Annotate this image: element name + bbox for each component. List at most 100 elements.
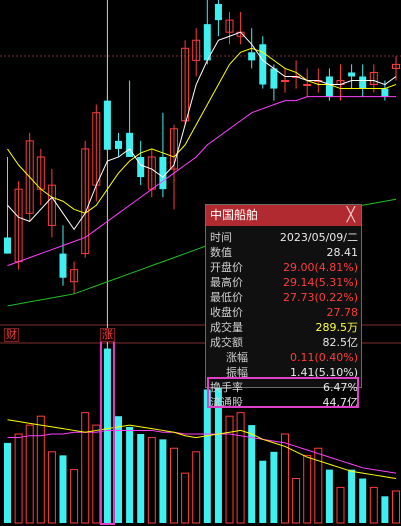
popup-row: 振幅 1.41(5.10%): [206, 365, 361, 380]
popup-row-value: 0.11(0.40%): [289, 351, 358, 364]
volume-bar: [336, 486, 345, 524]
popup-row-value: 44.7亿: [322, 396, 359, 409]
volume-bar: [147, 437, 156, 524]
volume-bar: [214, 371, 222, 523]
popup-row-label: 成交量: [210, 321, 243, 334]
volume-bar: [14, 433, 23, 524]
volume-bar: [248, 425, 256, 523]
volume-bar: [381, 496, 389, 523]
popup-row-value: 6.47%: [323, 381, 358, 394]
popup-row-label: 成交额: [210, 336, 243, 349]
volume-bar: [181, 472, 190, 524]
popup-row: 时间 2023/05/09/二: [206, 230, 361, 245]
candle-body: [259, 44, 267, 85]
candle-body: [159, 156, 167, 190]
popup-row-label: 开盘价: [210, 261, 243, 274]
volume-bar: [137, 434, 145, 523]
candle-body: [369, 71, 378, 86]
volume-bar: [36, 415, 45, 524]
candle-body: [181, 47, 190, 122]
volume-bar: [392, 490, 400, 524]
candle-body: [47, 184, 56, 226]
candle-body: [4, 237, 11, 254]
volume-bar: [281, 433, 289, 524]
volume-bar: [303, 454, 312, 524]
popup-row-value: 82.5亿: [322, 336, 359, 349]
popup-row: 成交额 82.5亿: [206, 335, 361, 350]
popup-row-label: 涨幅: [226, 351, 248, 364]
popup-header: 中国船舶 ╳: [206, 205, 361, 226]
candle-body: [281, 80, 289, 82]
candle-body: [248, 52, 256, 61]
popup-row-value: 289.5万: [315, 321, 359, 334]
volume-bar: [25, 424, 34, 524]
popup-row-value: 1.41(5.10%): [289, 366, 358, 379]
candle-body: [214, 4, 222, 21]
candle-body: [126, 132, 134, 157]
popup-row-label: 收盘价: [210, 306, 243, 319]
candle-body: [103, 100, 111, 150]
candle-body: [137, 156, 145, 178]
rise-flag[interactable]: 涨: [100, 328, 115, 342]
stock-info-popup: 中国船舶 ╳ 时间 2023/05/09/二数值 28.41 开盘价 29.00(4.8…: [205, 204, 362, 409]
volume-bar: [225, 415, 234, 524]
volume-bar: [292, 478, 301, 524]
volume-bar: [115, 416, 122, 523]
ma-line-magenta: [7, 96, 396, 267]
volume-bar: [203, 389, 211, 523]
popup-row-value: 2023/05/09/二: [279, 231, 358, 244]
volume-bar: [170, 447, 178, 524]
volume-bar: [369, 486, 378, 524]
candle-body: [359, 76, 367, 89]
popup-rows: 时间 2023/05/09/二 数值 28.41 开盘价 29.00(4.81%) 最高价 2…: [206, 226, 361, 410]
candle-body: [203, 24, 211, 61]
finance-flag[interactable]: 财: [4, 328, 19, 342]
popup-row: 涨幅 0.11(0.40%): [206, 350, 361, 365]
candle-body: [225, 19, 234, 33]
popup-row-label: 最高价: [210, 276, 243, 289]
volume-bar: [314, 447, 323, 524]
candle-body: [270, 68, 278, 89]
volume-bar: [59, 455, 67, 523]
candle-body: [392, 63, 400, 69]
popup-row: 换手率 6.47%: [206, 380, 361, 395]
volume-bar: [70, 469, 79, 524]
volume-bar: [325, 469, 333, 523]
volume-bar: [92, 424, 101, 524]
volume-bar: [259, 460, 267, 523]
volume-bar: [126, 426, 134, 523]
candle-body: [303, 84, 312, 87]
ma-line-yellow: [7, 47, 397, 214]
popup-row: 开盘价 29.00(4.81%): [206, 260, 361, 275]
volume-bar: [192, 451, 201, 524]
candle-body: [25, 140, 34, 214]
volume-bar: [159, 439, 167, 523]
popup-row: 最低价 27.73(0.22%): [206, 290, 361, 305]
popup-row-label: 数值: [210, 246, 232, 259]
candle-body: [115, 140, 122, 149]
popup-row-label: 流通股: [210, 396, 243, 409]
popup-row: 流通股 44.7亿: [206, 395, 361, 410]
popup-row: 成交量 289.5万: [206, 320, 361, 335]
candle-body: [70, 269, 79, 283]
candle-body: [348, 72, 356, 77]
volume-bar: [236, 412, 245, 524]
popup-row-label: 换手率: [210, 381, 243, 394]
popup-row-value: 28.41: [326, 246, 359, 259]
volume-bar: [348, 469, 356, 523]
popup-row: 最高价 29.14(5.31%): [206, 275, 361, 290]
highlight-box: [207, 377, 359, 408]
volume-bar: [81, 412, 90, 524]
volume-bar: [4, 442, 11, 523]
candle-body: [170, 128, 178, 170]
candle-body: [192, 39, 201, 61]
popup-row-label: 最低价: [210, 291, 243, 304]
volume-ma-yellow: [7, 419, 397, 479]
close-icon[interactable]: ╳: [346, 207, 355, 223]
volume-bar: [103, 348, 111, 523]
popup-row-label: 振幅: [226, 366, 248, 379]
popup-row-label: 时间: [210, 231, 232, 244]
volume-ma-magenta: [7, 429, 397, 474]
volume-bar: [359, 478, 367, 523]
